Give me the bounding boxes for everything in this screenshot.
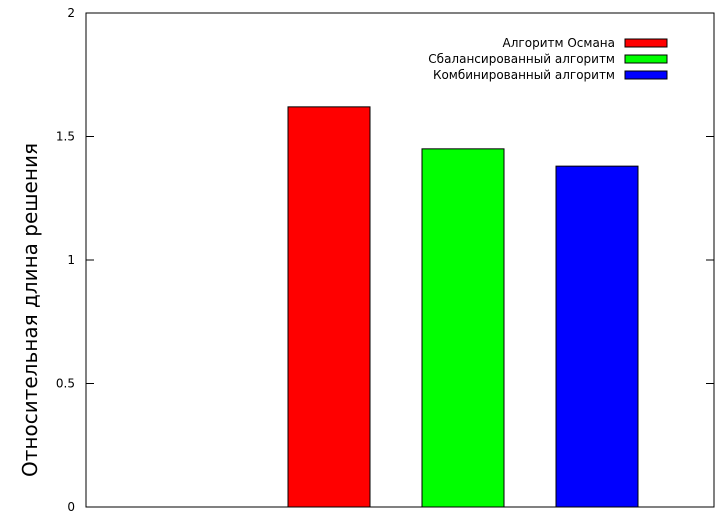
- y-tick-label: 1: [67, 253, 75, 267]
- y-tick-label: 0: [67, 500, 75, 512]
- legend-label: Алгоритм Османа: [503, 36, 615, 50]
- y-tick-label: 2: [67, 6, 75, 20]
- y-axis-ticks: 0 0.5 1 1.5 2: [56, 6, 714, 512]
- legend-label: Комбинированный алгоритм: [433, 68, 615, 82]
- legend: Алгоритм Османа Сбалансированный алгоритм…: [428, 36, 668, 82]
- bar: [287, 106, 371, 508]
- legend-swatch: [624, 70, 668, 80]
- bars: [287, 106, 639, 508]
- legend-swatch: [624, 38, 668, 48]
- y-axis-title: Относительная длина решения: [18, 143, 42, 477]
- bar: [555, 165, 639, 508]
- legend-label: Сбалансированный алгоритм: [428, 52, 615, 66]
- y-tick-label: 1.5: [56, 130, 75, 144]
- bar: [421, 148, 505, 508]
- legend-swatch: [624, 54, 668, 64]
- y-tick-label: 0.5: [56, 377, 75, 391]
